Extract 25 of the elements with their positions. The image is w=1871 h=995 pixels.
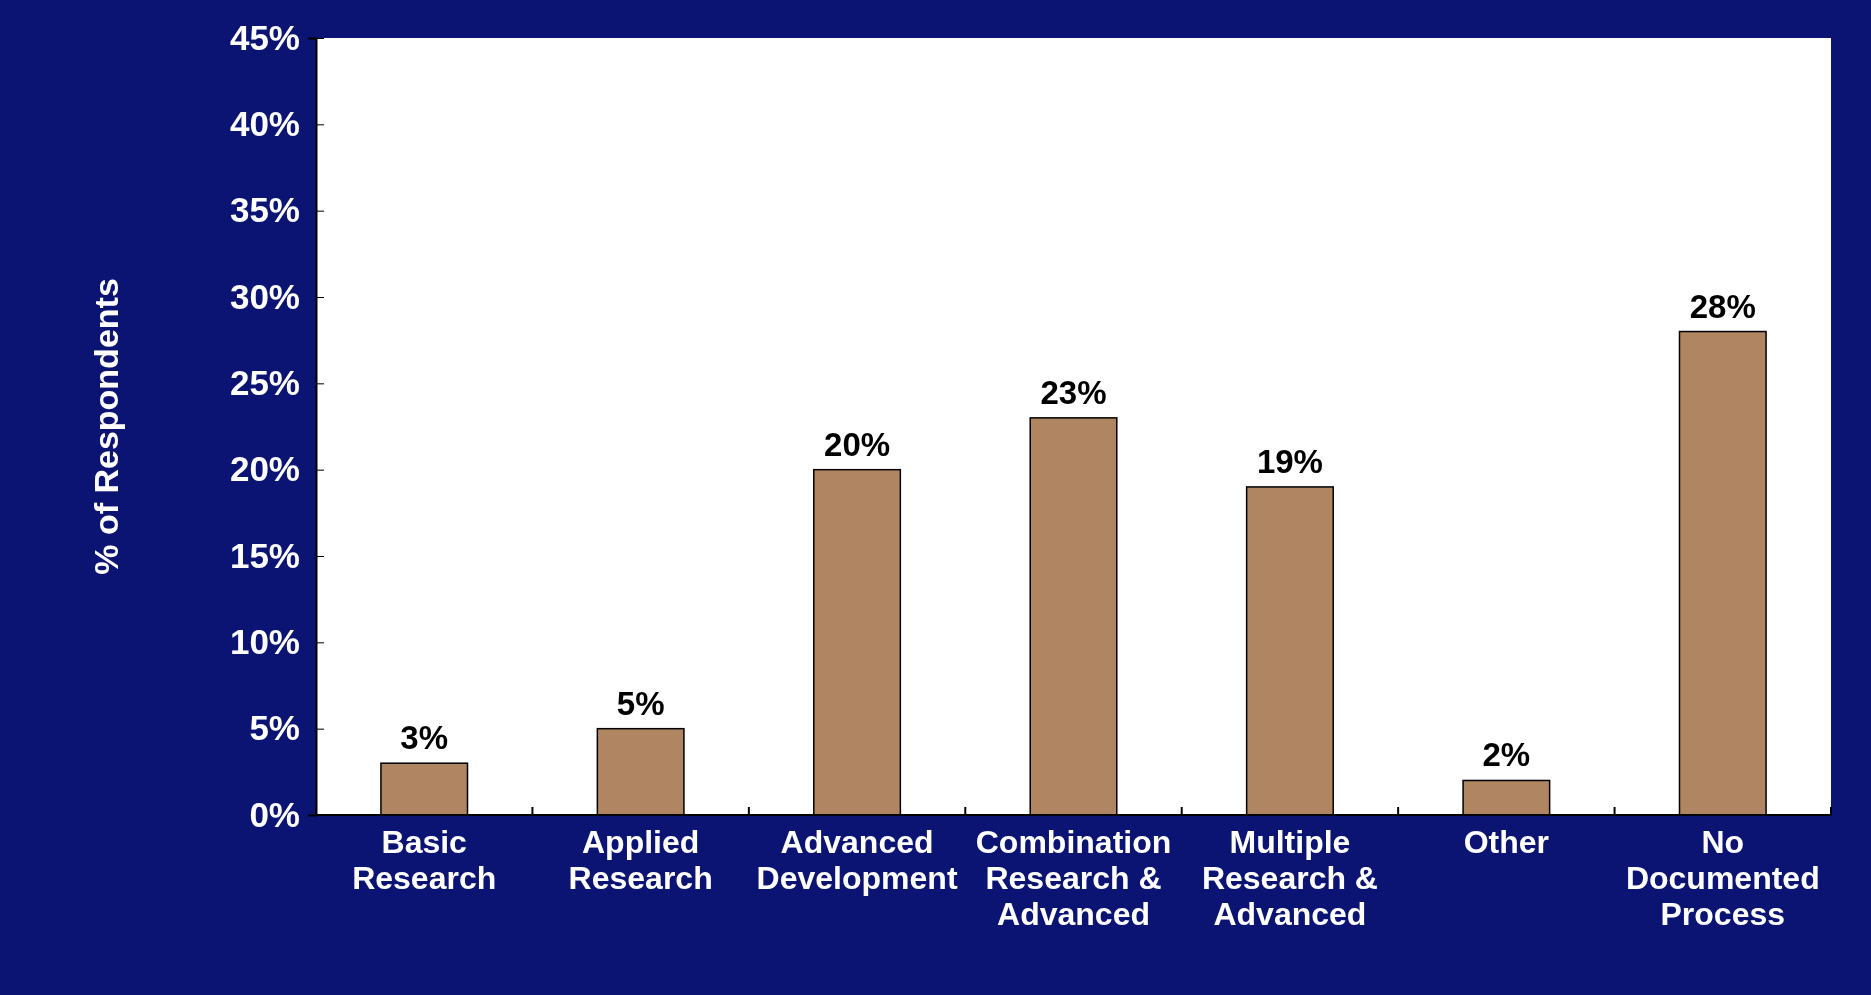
y-tick-label: 30% bbox=[229, 276, 300, 316]
y-axis-title: % of Respondents bbox=[87, 278, 125, 575]
x-tick-label: Basic Research bbox=[352, 824, 497, 896]
x-tick-label: Combination Research & Advanced bbox=[975, 824, 1172, 932]
x-tick-label: Multiple Research & Advanced bbox=[1201, 824, 1378, 932]
y-tick-label: 5% bbox=[249, 708, 300, 748]
x-tick-label: Other bbox=[1463, 824, 1550, 860]
data-label: 5% bbox=[616, 684, 665, 722]
data-label: 19% bbox=[1256, 442, 1323, 480]
x-tick-label: Applied Research bbox=[568, 824, 713, 896]
y-tick-label: 10% bbox=[229, 622, 300, 662]
y-tick-label: 25% bbox=[229, 363, 300, 403]
y-tick-label: 20% bbox=[229, 449, 300, 489]
y-tick-label: 40% bbox=[229, 104, 300, 144]
data-label: 2% bbox=[1482, 736, 1531, 774]
data-label: 20% bbox=[824, 425, 891, 463]
x-tick-label: No Documented Process bbox=[1625, 824, 1820, 932]
y-tick-label: 15% bbox=[229, 535, 300, 575]
y-tick-label: 35% bbox=[229, 190, 300, 230]
x-tick-label: Advanced Development bbox=[756, 824, 958, 896]
y-tick-label: 45% bbox=[229, 17, 300, 57]
data-label: 23% bbox=[1040, 373, 1107, 411]
y-tick-label: 0% bbox=[249, 794, 300, 834]
data-label: 28% bbox=[1689, 287, 1756, 325]
data-label: 3% bbox=[400, 719, 449, 757]
